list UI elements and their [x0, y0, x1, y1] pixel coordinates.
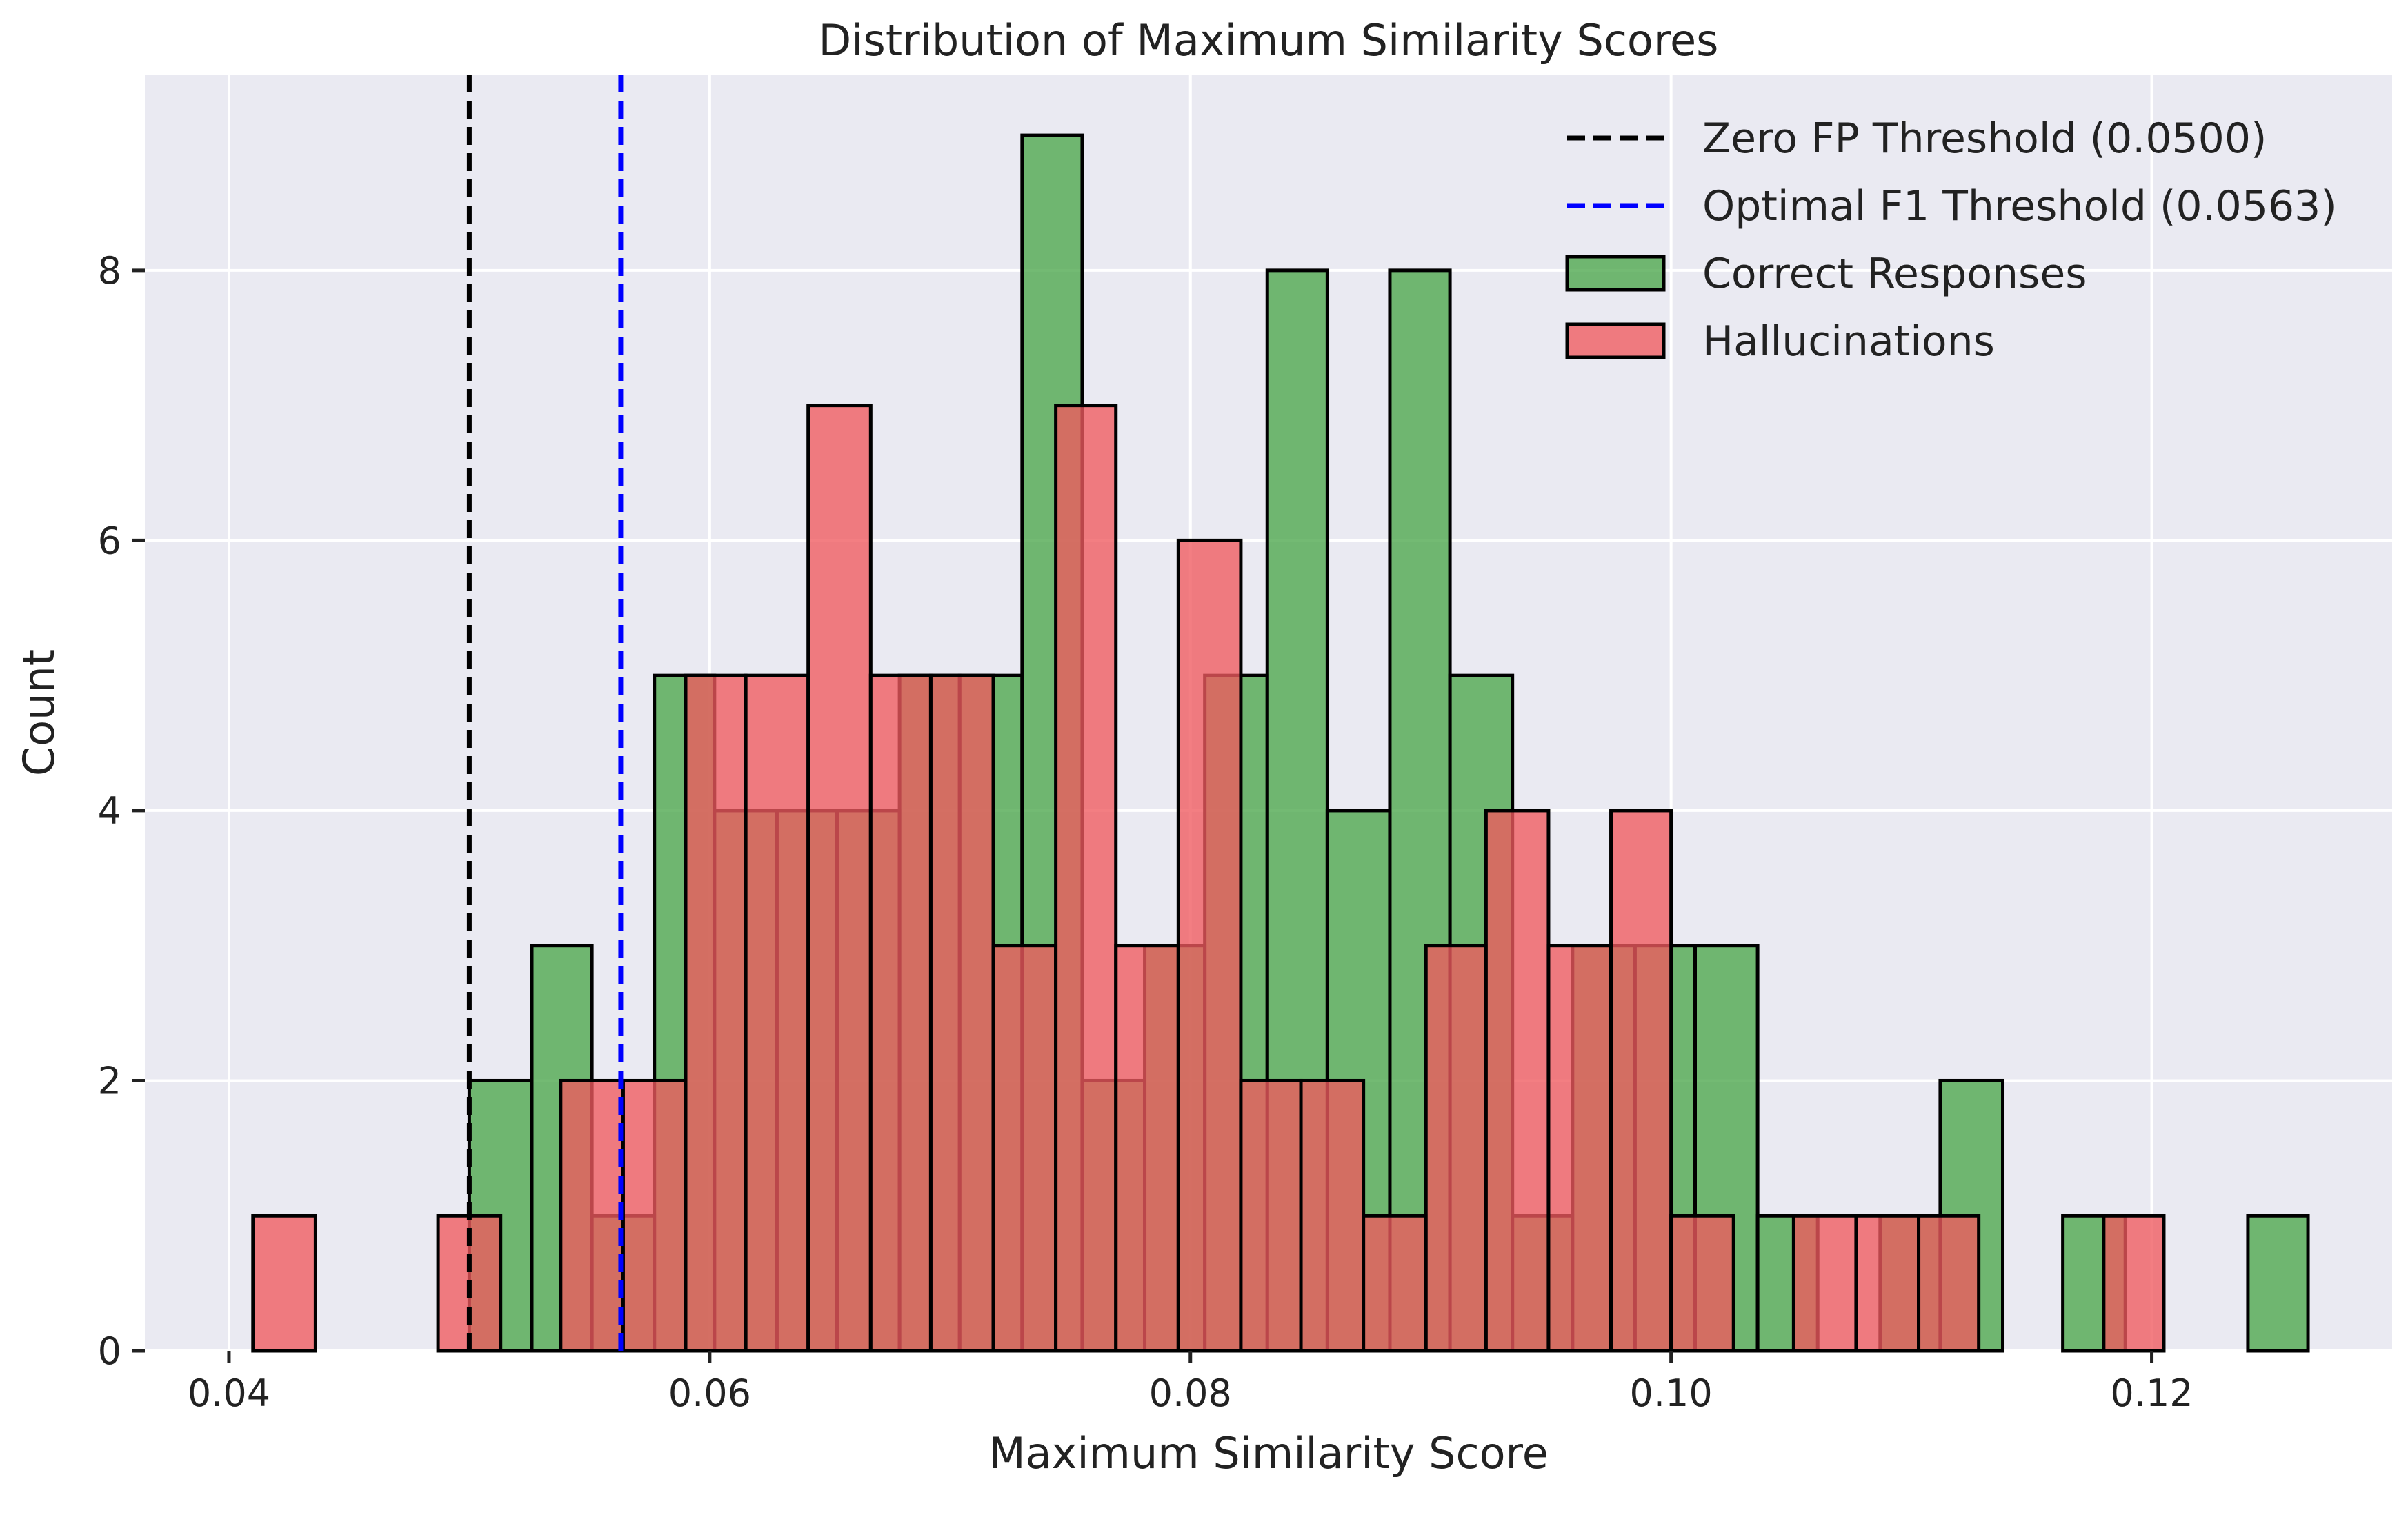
bar-hallucinations — [868, 673, 933, 1353]
bar-hallucinations — [991, 944, 1058, 1353]
legend-label: Correct Responses — [1702, 250, 2087, 298]
y-tick-label: 2 — [98, 1059, 121, 1102]
bar-hallucinations — [1669, 1214, 1735, 1353]
legend-label: Zero FP Threshold (0.0500) — [1702, 115, 2267, 163]
bar-hallucinations — [1854, 1214, 1921, 1353]
legend-patch-swatch — [1565, 255, 1666, 292]
y-axis-title: Count — [14, 649, 64, 776]
y-tick-label: 4 — [98, 789, 121, 833]
x-axis-title: Maximum Similarity Score — [988, 1428, 1549, 1478]
bars — [251, 133, 2310, 1353]
bar-hallucinations — [1299, 1078, 1366, 1353]
axes: 0.04 0.06 0.08 0.10 0.12 0 2 4 6 8 — [98, 249, 2193, 1415]
bar-hallucinations — [928, 673, 995, 1353]
bar-hallucinations — [1239, 1078, 1303, 1353]
bar-hallucinations — [1424, 944, 1488, 1353]
bar-hallucinations — [1609, 809, 1673, 1353]
bar-hallucinations — [1114, 944, 1180, 1353]
bar-hallucinations — [251, 1214, 317, 1353]
bar-hallucinations — [806, 404, 873, 1353]
bar-hallucinations — [1791, 1214, 1858, 1353]
bar-hallucinations — [621, 1078, 688, 1353]
legend-label: Optimal F1 Threshold (0.0563) — [1702, 182, 2337, 230]
legend-label: Hallucinations — [1702, 317, 1995, 366]
x-tick-label: 0.08 — [1149, 1372, 1232, 1415]
bar-hallucinations — [2102, 1214, 2166, 1353]
bar-hallucinations — [1054, 404, 1118, 1353]
y-tick-label: 0 — [98, 1329, 121, 1373]
legend-patch-swatch — [1565, 322, 1666, 359]
bar-hallucinations — [1917, 1214, 1981, 1353]
threshold-lines — [466, 75, 624, 1351]
bar-hallucinations — [1176, 538, 1243, 1353]
bar-hallucinations — [1362, 1214, 1428, 1353]
chart-title: Distribution of Maximum Similarity Score… — [819, 15, 1719, 66]
bar-correct-responses — [2246, 1214, 2310, 1353]
bar-hallucinations — [684, 673, 748, 1353]
legend: Zero FP Threshold (0.0500) Optimal F1 Thr… — [1565, 115, 2337, 366]
bar-hallucinations — [1546, 944, 1613, 1353]
x-tick-label: 0.12 — [2110, 1372, 2193, 1415]
y-tick-label: 6 — [98, 519, 121, 562]
y-tick-label: 8 — [98, 249, 121, 293]
x-tick-label: 0.04 — [188, 1372, 270, 1415]
bar-hallucinations — [744, 673, 810, 1353]
x-tick-label: 0.06 — [668, 1372, 751, 1415]
bar-hallucinations — [559, 1078, 625, 1353]
x-tick-label: 0.10 — [1630, 1372, 1713, 1415]
bar-hallucinations — [1484, 809, 1551, 1353]
